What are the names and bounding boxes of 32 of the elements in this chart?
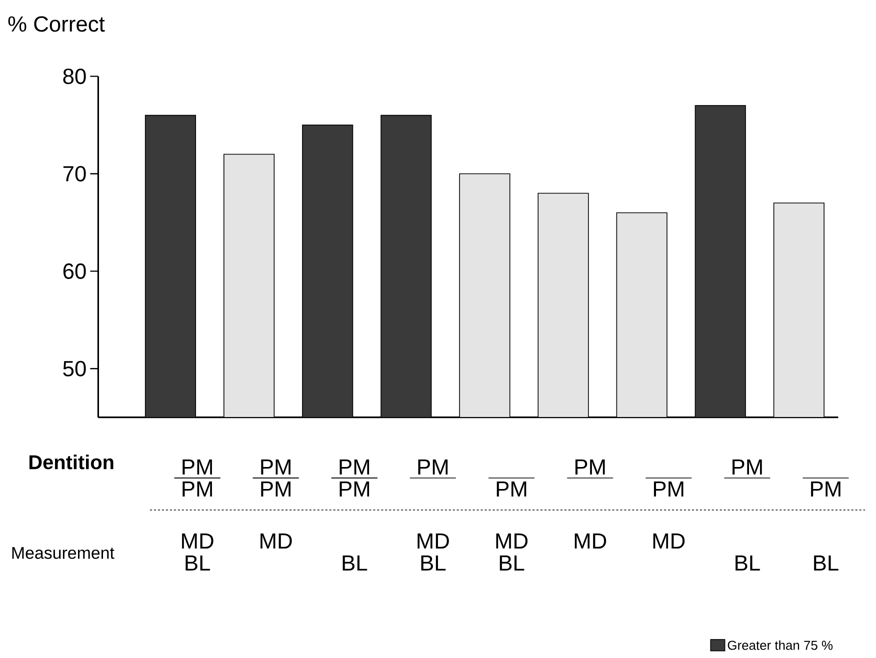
text: PM: [654, 481, 684, 497]
text: BL: [736, 555, 760, 571]
y-tick-label: 70: [63, 166, 86, 182]
text: PM: [811, 481, 840, 497]
text: BL: [186, 555, 210, 571]
text: PM: [575, 459, 605, 475]
text: PM: [261, 459, 290, 475]
y-axis-title: % Correct: [8, 16, 105, 32]
text: MD: [574, 533, 606, 549]
text: BL: [500, 555, 524, 571]
text: PM: [182, 481, 212, 497]
text: BL: [814, 555, 838, 571]
text: MD: [653, 533, 685, 549]
text: PM: [732, 459, 762, 475]
text: BL: [421, 555, 446, 571]
y-tick-label: 50: [63, 360, 86, 376]
text: PM: [261, 481, 290, 497]
text: PM: [340, 459, 370, 475]
legend-label: Greater than 75 %: [728, 640, 833, 650]
text: Dentition: [29, 454, 114, 470]
y-tick-label: 80: [63, 68, 86, 84]
text: MD: [182, 533, 214, 549]
text: PM: [182, 459, 212, 475]
text: MD: [260, 533, 292, 549]
text: BL: [342, 555, 368, 571]
text: MD: [496, 533, 528, 549]
text: PM: [418, 459, 448, 475]
text: PM: [340, 481, 370, 497]
y-tick-label: 60: [63, 263, 86, 279]
text: Measurement: [12, 547, 114, 559]
text: MD: [418, 533, 449, 549]
text: PM: [496, 481, 526, 497]
